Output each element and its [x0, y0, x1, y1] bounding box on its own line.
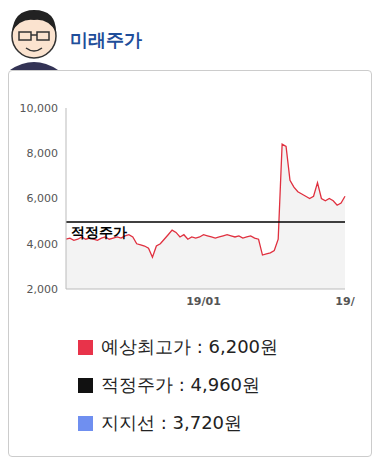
- svg-text:10,000: 10,000: [20, 102, 59, 115]
- svg-text:적정주가: 적정주가: [71, 224, 127, 240]
- svg-text:19/: 19/: [335, 295, 355, 308]
- html-text:미래주가: 미래주가: [70, 29, 142, 50]
- html-text:적정주가 : 4,960원: 적정주가 : 4,960원: [101, 374, 260, 395]
- svg-text:6,000: 6,000: [27, 192, 59, 205]
- html-text:예상최고가 : 6,200원: 예상최고가 : 6,200원: [101, 336, 278, 357]
- svg-text:8,000: 8,000: [27, 147, 59, 160]
- svg-text:4,000: 4,000: [27, 238, 59, 251]
- svg-text:2,000: 2,000: [27, 283, 59, 296]
- html-text:지지선 : 3,720원: 지지선 : 3,720원: [101, 412, 242, 433]
- svg-text:19/01: 19/01: [186, 295, 221, 308]
